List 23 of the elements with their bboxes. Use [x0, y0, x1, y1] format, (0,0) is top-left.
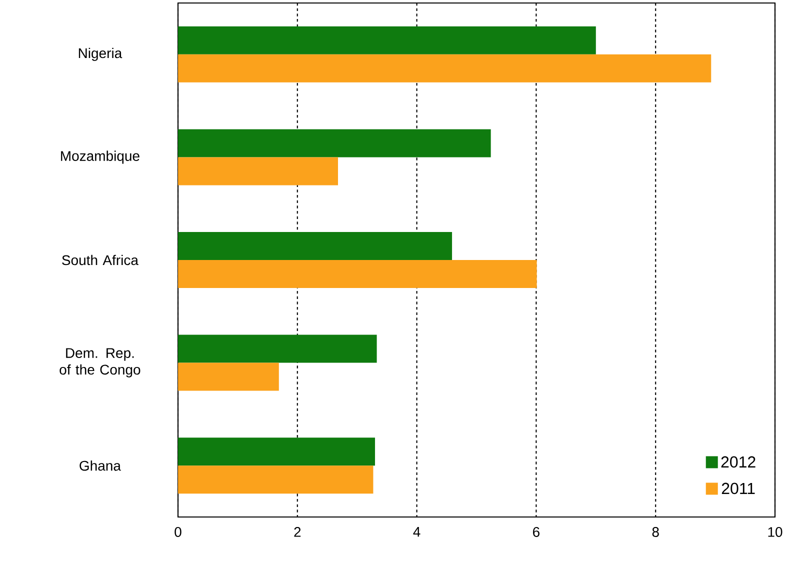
y-tick-label: Mozambique [61, 150, 140, 164]
bar [178, 466, 374, 494]
y-tick-label: Dem. Rep. of the Congo [60, 348, 140, 378]
bar [178, 26, 596, 54]
legend-label: 2012 [721, 456, 756, 468]
y-tick-label: Nigeria [78, 48, 122, 61]
bar [178, 260, 537, 288]
x-tick-label: 10 [768, 527, 782, 537]
y-tick-label: South Africa [62, 254, 138, 266]
bar [178, 129, 491, 158]
bar [178, 334, 377, 363]
x-tick-label: 4 [413, 527, 420, 537]
x-tick-label: 6 [533, 527, 540, 537]
x-tick-label: 8 [652, 527, 659, 537]
x-tick-label: 2 [294, 527, 301, 537]
bar [178, 54, 712, 82]
bar [178, 362, 279, 391]
x-tick-label: 0 [174, 527, 182, 537]
bar [178, 438, 376, 466]
bar [178, 232, 452, 260]
y-tick-label: Ghana [80, 460, 121, 471]
legend-label: 2011 [722, 482, 755, 494]
bar [178, 157, 338, 186]
